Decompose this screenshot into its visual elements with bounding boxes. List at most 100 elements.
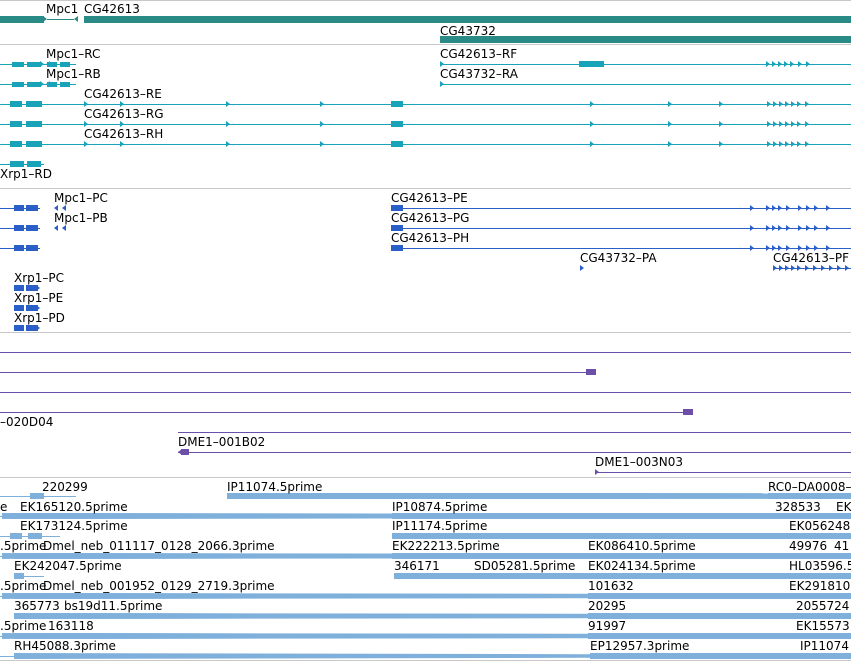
strand-arrow[interactable] bbox=[806, 205, 810, 211]
gene-label[interactable]: CG42613 bbox=[84, 2, 140, 16]
strand-arrow[interactable] bbox=[120, 141, 124, 147]
protein-label[interactable]: CG42613–PG bbox=[391, 211, 470, 225]
est-label[interactable]: 2055724 bbox=[796, 599, 850, 613]
strand-arrow[interactable] bbox=[320, 121, 324, 127]
strand-arrow[interactable] bbox=[814, 205, 818, 211]
est-label[interactable]: EK242047.5prime bbox=[14, 559, 122, 573]
est-label[interactable]: EP12957.3prime bbox=[590, 639, 690, 653]
protein-label[interactable]: Xrp1–PC bbox=[14, 271, 65, 285]
strand-arrow[interactable] bbox=[120, 101, 124, 107]
protein-label[interactable]: CG42613–PE bbox=[391, 191, 468, 205]
est-label[interactable]: 220299 bbox=[42, 480, 88, 494]
exon-block[interactable] bbox=[14, 245, 24, 251]
strand-arrow[interactable] bbox=[226, 141, 230, 147]
est-label[interactable]: Dmel_neb_011117_0128_2066.3prime bbox=[43, 539, 275, 553]
strand-arrow[interactable] bbox=[773, 101, 777, 107]
transcript-label[interactable]: CG42613–RE bbox=[84, 87, 162, 101]
strand-arrow[interactable] bbox=[440, 61, 444, 67]
strand-arrow[interactable] bbox=[668, 121, 672, 127]
est-arrow[interactable] bbox=[227, 493, 851, 499]
strand-arrow[interactable] bbox=[750, 245, 754, 251]
strand-arrow[interactable] bbox=[797, 141, 801, 147]
est-arrow[interactable] bbox=[392, 513, 851, 519]
strand-arrow[interactable] bbox=[786, 205, 790, 211]
strand-arrow[interactable] bbox=[320, 101, 324, 107]
strand-arrow[interactable] bbox=[226, 121, 230, 127]
strand-arrow[interactable] bbox=[797, 101, 801, 107]
est-label[interactable]: 365773 bbox=[14, 599, 60, 613]
est-label[interactable]: IP11074 bbox=[800, 639, 849, 653]
exon-block[interactable] bbox=[26, 305, 38, 311]
est-label[interactable]: 101632 bbox=[588, 579, 634, 593]
est-arrow[interactable] bbox=[588, 613, 851, 619]
est-label[interactable]: EK024134.5prime bbox=[588, 559, 696, 573]
est-label[interactable]: 163118 bbox=[48, 619, 94, 633]
exon-block[interactable] bbox=[10, 161, 24, 167]
est-arrow[interactable] bbox=[796, 573, 851, 579]
est-label[interactable]: IP11174.5prime bbox=[392, 519, 488, 533]
est-label[interactable]: EK173124.5prime bbox=[20, 519, 128, 533]
strand-arrow[interactable] bbox=[750, 225, 754, 231]
est-label[interactable]: e bbox=[0, 500, 8, 514]
strand-arrow[interactable] bbox=[779, 121, 783, 127]
strand-arrow[interactable] bbox=[719, 121, 723, 127]
strand-arrow[interactable] bbox=[62, 205, 66, 211]
est-label[interactable]: 20295 bbox=[588, 599, 627, 613]
strand-arrow[interactable] bbox=[40, 81, 44, 87]
est-label[interactable]: IP11074.5prime bbox=[227, 480, 323, 494]
strand-arrow[interactable] bbox=[668, 141, 672, 147]
exon-block[interactable] bbox=[391, 205, 403, 211]
strand-arrow[interactable] bbox=[785, 101, 789, 107]
est-arrow[interactable] bbox=[808, 653, 851, 659]
strand-arrow[interactable] bbox=[779, 265, 783, 271]
est-label[interactable]: EK222213.5prime bbox=[392, 539, 500, 553]
est-arrow[interactable] bbox=[836, 513, 851, 519]
strand-arrow[interactable] bbox=[772, 225, 776, 231]
strand-arrow[interactable] bbox=[767, 141, 771, 147]
exon-block[interactable] bbox=[26, 325, 38, 331]
protein-label[interactable]: CG42613–PF bbox=[773, 251, 849, 265]
est-label[interactable]: 91997 bbox=[588, 619, 627, 633]
strand-arrow[interactable] bbox=[778, 245, 782, 251]
strand-arrow[interactable] bbox=[845, 265, 849, 271]
strand-arrow[interactable] bbox=[320, 141, 324, 147]
strand-arrow[interactable] bbox=[54, 225, 58, 231]
strand-arrow[interactable] bbox=[54, 205, 58, 211]
est-label[interactable]: 328533 bbox=[775, 500, 821, 514]
strand-arrow[interactable] bbox=[773, 121, 777, 127]
est-arrow[interactable] bbox=[804, 613, 851, 619]
est-arrow[interactable] bbox=[588, 573, 851, 579]
strand-arrow[interactable] bbox=[829, 265, 833, 271]
est-block[interactable] bbox=[28, 533, 42, 539]
est-label[interactable]: 346171 bbox=[394, 559, 440, 573]
gene-bar[interactable] bbox=[84, 16, 851, 23]
est-arrow[interactable] bbox=[790, 513, 851, 519]
strand-arrow[interactable] bbox=[590, 141, 594, 147]
strand-arrow[interactable] bbox=[826, 245, 830, 251]
strand-arrow[interactable] bbox=[784, 61, 788, 67]
strand-arrow[interactable] bbox=[36, 285, 40, 291]
exon-block[interactable] bbox=[27, 62, 41, 67]
est-arrow[interactable] bbox=[590, 653, 851, 659]
est-block[interactable] bbox=[30, 493, 44, 499]
strand-arrow[interactable] bbox=[778, 205, 782, 211]
strand-arrow[interactable] bbox=[791, 101, 795, 107]
clone-end[interactable] bbox=[181, 449, 189, 455]
strand-arrow[interactable] bbox=[84, 101, 88, 107]
est-label[interactable]: .5prime bbox=[0, 619, 47, 633]
est-arrow[interactable] bbox=[836, 553, 851, 559]
est-block[interactable] bbox=[10, 533, 22, 539]
gene-junction-arrow[interactable] bbox=[74, 16, 78, 22]
strand-arrow[interactable] bbox=[766, 245, 770, 251]
strand-arrow[interactable] bbox=[62, 225, 66, 231]
est-label[interactable]: EK291810 bbox=[789, 579, 851, 593]
exon-block[interactable] bbox=[26, 225, 38, 231]
protein-label[interactable]: CG43732–PA bbox=[580, 251, 657, 265]
exon-block[interactable] bbox=[26, 205, 38, 211]
transcript-label[interactable]: Mpc1–RB bbox=[46, 67, 101, 81]
exon-block[interactable] bbox=[10, 101, 22, 107]
strand-arrow[interactable] bbox=[46, 81, 50, 87]
est-label[interactable]: 41 bbox=[834, 539, 850, 553]
exon-block[interactable] bbox=[27, 82, 41, 87]
est-label[interactable]: SD05281.5prime bbox=[474, 559, 576, 573]
